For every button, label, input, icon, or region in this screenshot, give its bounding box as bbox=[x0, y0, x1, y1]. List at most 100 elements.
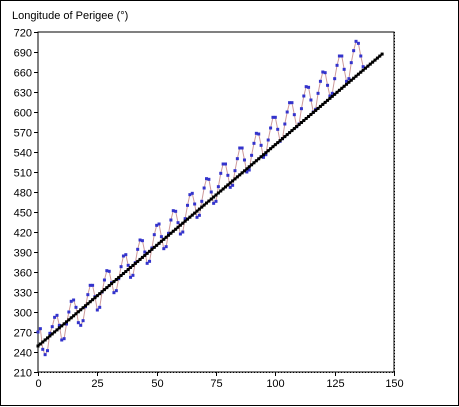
trend-point-18 bbox=[79, 308, 83, 312]
x-tick-label-75: 75 bbox=[210, 378, 222, 390]
trend-point-128 bbox=[340, 86, 344, 90]
trend-point-32 bbox=[112, 280, 116, 284]
trend-point-31 bbox=[110, 282, 114, 286]
trend-point-39 bbox=[129, 265, 133, 269]
observed-point-65 bbox=[190, 191, 194, 195]
trend-point-3 bbox=[43, 338, 47, 342]
observed-point-67 bbox=[195, 215, 199, 219]
observed-point-38 bbox=[126, 263, 130, 267]
trend-point-90 bbox=[250, 163, 254, 167]
observed-point-57 bbox=[171, 209, 175, 213]
trend-point-133 bbox=[352, 76, 356, 80]
observed-point-19 bbox=[81, 319, 85, 323]
trend-point-94 bbox=[259, 155, 263, 159]
trend-point-65 bbox=[190, 213, 194, 217]
trend-point-106 bbox=[288, 131, 292, 135]
observed-point-125 bbox=[333, 77, 337, 81]
observed-point-40 bbox=[131, 273, 135, 277]
trend-point-123 bbox=[328, 96, 332, 100]
trend-point-109 bbox=[295, 125, 299, 129]
observed-point-29 bbox=[105, 269, 109, 273]
observed-point-1 bbox=[38, 327, 42, 331]
trend-point-91 bbox=[252, 161, 256, 165]
observed-point-131 bbox=[347, 77, 351, 81]
observed-point-2 bbox=[41, 347, 45, 351]
observed-point-50 bbox=[155, 223, 159, 227]
x-tick-label-150: 150 bbox=[385, 378, 403, 390]
trend-point-141 bbox=[371, 60, 375, 64]
observed-point-10 bbox=[60, 338, 64, 342]
observed-point-28 bbox=[102, 278, 106, 282]
trend-point-143 bbox=[375, 56, 379, 60]
trend-point-118 bbox=[316, 106, 320, 110]
observed-point-56 bbox=[169, 218, 173, 222]
x-tick-labels: 0 25 50 75 100 125 150 bbox=[35, 378, 403, 390]
trend-point-98 bbox=[269, 147, 273, 151]
observed-point-45 bbox=[143, 250, 147, 254]
observed-point-37 bbox=[124, 253, 128, 257]
observed-point-13 bbox=[67, 310, 71, 314]
trend-point-145 bbox=[380, 52, 384, 56]
trend-point-5 bbox=[48, 334, 52, 338]
trend-point-116 bbox=[311, 110, 315, 114]
trend-point-131 bbox=[347, 80, 351, 84]
trend-point-38 bbox=[126, 267, 130, 271]
observed-point-4 bbox=[45, 349, 49, 353]
observed-point-122 bbox=[326, 83, 330, 87]
observed-point-127 bbox=[337, 54, 341, 58]
observed-point-61 bbox=[181, 230, 185, 234]
trend-point-102 bbox=[278, 139, 282, 143]
trend-point-134 bbox=[354, 74, 358, 78]
observed-point-26 bbox=[98, 305, 102, 309]
observed-point-124 bbox=[330, 91, 334, 95]
observed-point-42 bbox=[136, 247, 140, 251]
observed-point-128 bbox=[340, 54, 344, 58]
y-tick-label-330: 330 bbox=[14, 288, 32, 300]
trend-point-28 bbox=[102, 288, 106, 292]
observed-point-63 bbox=[186, 203, 190, 207]
observed-point-81 bbox=[228, 185, 232, 189]
trend-point-100 bbox=[273, 143, 277, 147]
trend-point-7 bbox=[53, 330, 57, 334]
x-tick-label-50: 50 bbox=[151, 378, 163, 390]
trend-point-15 bbox=[72, 314, 76, 318]
observed-point-54 bbox=[164, 245, 168, 249]
y-tick-label-690: 690 bbox=[14, 48, 32, 60]
y-tick-label-270: 270 bbox=[14, 328, 32, 340]
trend-point-1 bbox=[38, 342, 42, 346]
trend-point-76 bbox=[216, 191, 220, 195]
trend-point-97 bbox=[266, 149, 270, 153]
trend-point-112 bbox=[302, 119, 306, 123]
y-tick-label-510: 510 bbox=[14, 168, 32, 180]
trend-point-50 bbox=[155, 243, 159, 247]
observed-point-15 bbox=[72, 298, 76, 302]
observed-point-92 bbox=[254, 131, 258, 135]
y-tick-label-420: 420 bbox=[14, 228, 32, 240]
trend-point-58 bbox=[174, 227, 178, 231]
y-tick-label-240: 240 bbox=[14, 348, 32, 360]
observed-point-97 bbox=[266, 138, 270, 142]
trend-point-108 bbox=[292, 127, 296, 131]
trend-point-52 bbox=[159, 239, 163, 243]
trend-point-54 bbox=[164, 235, 168, 239]
observed-point-44 bbox=[140, 239, 144, 243]
observed-point-16 bbox=[74, 305, 78, 309]
observed-point-43 bbox=[138, 238, 142, 242]
observed-point-12 bbox=[64, 322, 68, 326]
observed-point-80 bbox=[226, 173, 230, 177]
observed-point-66 bbox=[193, 202, 197, 206]
trend-point-136 bbox=[359, 70, 363, 74]
observed-point-113 bbox=[304, 85, 308, 89]
trend-point-110 bbox=[297, 123, 301, 127]
observed-point-137 bbox=[361, 65, 365, 69]
observed-point-121 bbox=[323, 71, 327, 75]
observed-point-99 bbox=[271, 115, 275, 119]
observed-point-78 bbox=[221, 162, 225, 166]
observed-point-135 bbox=[356, 41, 360, 45]
trend-point-35 bbox=[119, 274, 123, 278]
observed-point-130 bbox=[345, 79, 349, 83]
y-tick-label-360: 360 bbox=[14, 268, 32, 280]
observed-point-11 bbox=[62, 337, 66, 341]
observed-point-35 bbox=[119, 265, 123, 269]
trend-point-71 bbox=[205, 201, 209, 205]
